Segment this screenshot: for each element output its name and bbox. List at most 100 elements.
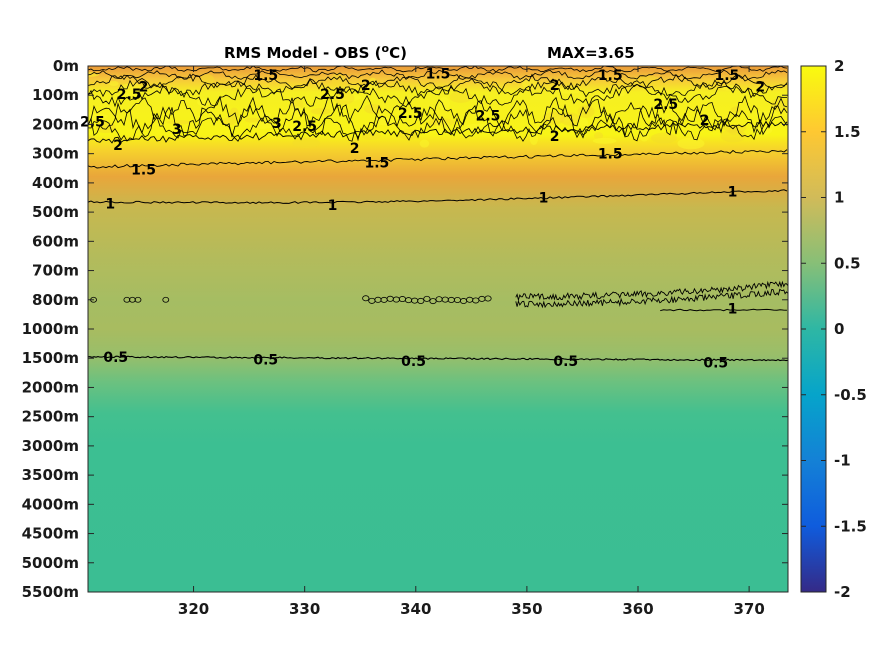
y-tick-label: 5000m <box>22 554 79 572</box>
heatmap-texture <box>88 71 788 150</box>
y-tick-label: 3000m <box>22 437 79 455</box>
y-axis: 0m 100m 200m 300m 400m 500m 600m 700m 800m 1000m 1… <box>22 57 788 601</box>
heatmap-patch <box>639 129 650 142</box>
plot-area: 22.51.52.521.5 1.5 1.52 22.52.523 3 2.52.5 2.5… <box>80 65 789 593</box>
x-tick-label: 320 <box>178 600 209 618</box>
contour-lines <box>88 66 788 362</box>
y-tick-label: 700m <box>32 262 79 280</box>
contour-label: 2 <box>755 79 765 95</box>
colorbar-tick-label: 0.5 <box>834 254 861 272</box>
chart-title-suffix: C) <box>389 44 407 62</box>
contour-label: 3 <box>172 122 182 138</box>
x-tick-label: 340 <box>400 600 431 618</box>
heatmap-patch <box>593 132 604 139</box>
contour-label: 1 <box>328 198 338 214</box>
colorbar-tick-label: -1.5 <box>834 517 867 535</box>
contour-blob <box>123 296 131 303</box>
contour-blob <box>423 295 431 302</box>
contour-label: 2 <box>700 113 710 129</box>
contour-label: 2 <box>350 141 360 157</box>
x-axis: 320 330 340 350 360 370 <box>178 66 765 618</box>
heatmap-patch <box>118 83 143 97</box>
x-tick-label: 370 <box>733 600 764 618</box>
heatmap-patch <box>223 116 236 126</box>
heatmap-patch <box>592 137 617 144</box>
y-tick-label: 0m <box>53 57 79 75</box>
contour-label: 2 <box>113 138 123 154</box>
colorbar-tick-label: 0 <box>834 320 844 338</box>
y-tick-label: 2500m <box>22 408 79 426</box>
y-tick-label: 3500m <box>22 466 79 484</box>
colorbar-tick-label: 1.5 <box>834 123 861 141</box>
contour-label: 1 <box>728 185 738 201</box>
heatmap-patch <box>292 137 321 149</box>
heatmap-patch <box>310 108 331 115</box>
y-tick-label: 300m <box>32 145 79 163</box>
colorbar: 2 1.5 1 0.5 0 -0.5 -1 -1.5 -2 <box>800 57 867 601</box>
contour-blob <box>362 295 370 302</box>
y-tick-label: 5500m <box>22 583 79 601</box>
contour-blob <box>129 296 136 303</box>
y-tick-label: 100m <box>32 86 79 104</box>
contour-label: 1.5 <box>598 68 623 84</box>
contour-label: 3 <box>272 116 282 132</box>
heatmap-patch <box>770 97 788 112</box>
y-tick-label: 400m <box>32 174 79 192</box>
contour-label: 1 <box>728 302 738 318</box>
y-tick-label: 200m <box>32 115 79 133</box>
contour-label: 2.5 <box>653 97 678 113</box>
contour-label: 1.5 <box>131 163 156 179</box>
contour-label: 1.5 <box>714 68 739 84</box>
heatmap-patch <box>109 80 119 87</box>
heatmap-patch <box>363 103 382 114</box>
contour-line <box>88 119 788 144</box>
contour-label: 0.5 <box>253 353 278 369</box>
heatmap-patch <box>730 106 742 113</box>
y-tick-label: 4500m <box>22 525 79 543</box>
contour-label: 2 <box>361 78 371 94</box>
colorbar-tick-label: 1 <box>834 189 844 207</box>
contour-label: 2.5 <box>292 119 317 135</box>
contour-blob <box>162 296 170 303</box>
contour-line <box>88 83 787 108</box>
contour-line <box>660 308 787 312</box>
contour-label: 2.5 <box>398 106 423 122</box>
colorbar-tick-label: 2 <box>834 57 844 75</box>
contour-line <box>88 66 788 73</box>
contour-line <box>88 94 788 129</box>
heatmap-patch <box>333 91 355 105</box>
chart-title-superscript: o <box>382 42 390 55</box>
heatmap-patch <box>560 112 580 126</box>
contour-label: 1.5 <box>426 66 451 82</box>
contour-label: 1.5 <box>253 68 278 84</box>
contour-blob <box>484 295 492 302</box>
contour-label: 0.5 <box>553 354 578 370</box>
contour-label: 2.5 <box>117 87 142 103</box>
heatmap-patch <box>419 139 430 148</box>
x-tick-label: 350 <box>511 600 542 618</box>
y-tick-label: 4000m <box>22 495 79 513</box>
contour-line <box>88 149 788 169</box>
y-tick-label: 1000m <box>22 320 79 338</box>
contour-label: 0.5 <box>103 350 128 366</box>
y-tick-label: 2000m <box>22 378 79 396</box>
contour-label: 2 <box>550 78 560 94</box>
contour-line <box>515 288 788 309</box>
heatmap-patch <box>361 132 382 140</box>
heatmap-patch <box>522 79 540 90</box>
x-tick-label: 330 <box>289 600 320 618</box>
contour-line <box>88 73 788 91</box>
heatmap-patch <box>720 129 747 143</box>
contour-label: 1 <box>539 191 549 207</box>
chart-title: RMS Model - OBS (oC) <box>224 42 407 62</box>
heatmap-patch <box>755 110 777 117</box>
contour-line <box>88 69 788 81</box>
contour-label: 2.5 <box>320 87 345 103</box>
heatmap-patch <box>331 73 346 86</box>
chart-title-prefix: RMS Model - OBS ( <box>224 44 382 62</box>
contour-label: 2 <box>139 79 149 95</box>
contour-line <box>88 78 788 99</box>
colorbar-tick-label: -1 <box>834 452 851 470</box>
heatmap-patch <box>650 132 678 144</box>
chart-max-label: MAX=3.65 <box>547 44 635 62</box>
